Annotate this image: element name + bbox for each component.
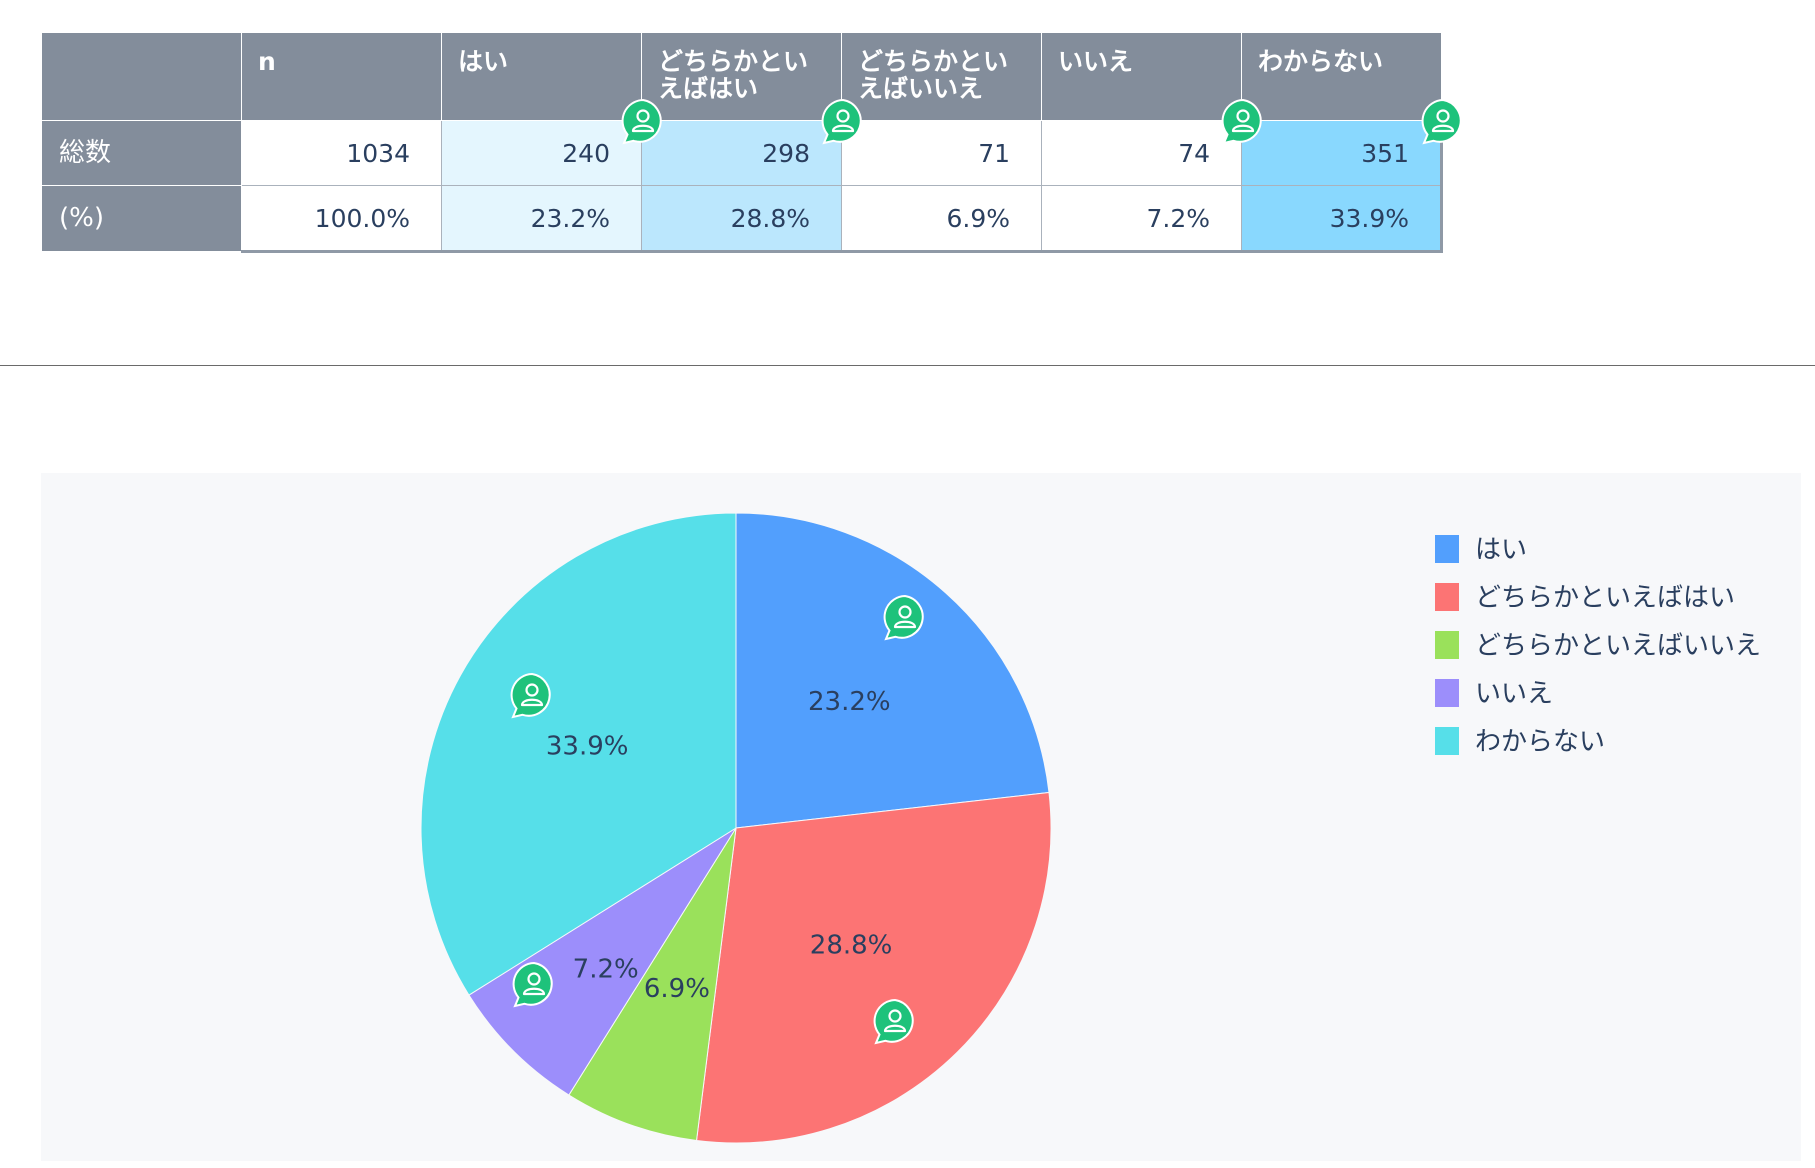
- row-label-total: 総数: [41, 120, 242, 186]
- header-no: いいえ: [1041, 33, 1242, 121]
- person-chat-icon[interactable]: [510, 961, 558, 1009]
- cell-total-rather-yes: 298: [641, 120, 842, 186]
- pie-slice-4[interactable]: [468, 827, 737, 1096]
- pie-chart: 23.2% 28.8% 6.9%7.2% 33.9% はいどちらかといえばはいどちらか…: [420, 512, 1761, 1144]
- person-chat-icon[interactable]: [819, 98, 867, 146]
- pie-slice-label-1: 23.2%: [808, 687, 891, 717]
- crosstab-table-container: n はい どちらかとい えばはい どちらかとい えばいいえ いいえ わからない …: [41, 33, 1443, 253]
- cell-total-dont-know: 351: [1241, 120, 1443, 186]
- cell-percent-rather-yes: 28.8%: [641, 185, 842, 253]
- legend-label-1[interactable]: はい: [1475, 535, 1527, 565]
- table-corner-cell: [41, 33, 242, 121]
- legend-label-2[interactable]: どちらかといえばはい: [1475, 583, 1735, 613]
- pie-slice-2[interactable]: [695, 791, 1052, 1144]
- legend-swatch-5[interactable]: [1435, 727, 1459, 755]
- section-divider: [0, 365, 1815, 366]
- cell-total-no: 74: [1041, 120, 1242, 186]
- person-chat-icon[interactable]: [508, 672, 556, 720]
- row-label-percent: (%): [41, 185, 242, 252]
- header-rather-no: どちらかとい えばいいえ: [841, 33, 1042, 121]
- cell-percent-dont-know: 33.9%: [1241, 185, 1443, 253]
- cell-total-yes: 240: [441, 120, 642, 186]
- legend-swatch-2[interactable]: [1435, 583, 1459, 611]
- cell-total-n: 1034: [241, 120, 442, 186]
- legend-label-5[interactable]: わからない: [1475, 727, 1605, 757]
- header-n: n: [241, 33, 442, 121]
- table-header-row: n はい どちらかとい えばはい どちらかとい えばいいえ いいえ わからない: [41, 33, 1442, 121]
- crosstab-table: n はい どちらかとい えばはい どちらかとい えばいいえ いいえ わからない …: [41, 33, 1443, 253]
- pie-slice-labels: 23.2% 28.8% 6.9%7.2% 33.9%: [546, 687, 893, 1004]
- pie-slices: [420, 512, 1052, 1144]
- cell-percent-rather-no: 6.9%: [841, 185, 1042, 253]
- pie-slice-label-4: 7.2%: [573, 954, 639, 984]
- table-row-total: 総数 1034 240 298 71 74 351: [41, 120, 1443, 186]
- person-chat-icon[interactable]: [881, 594, 929, 642]
- person-chat-icon[interactable]: [619, 98, 667, 146]
- legend-label-4[interactable]: いいえ: [1475, 679, 1553, 709]
- cell-percent-no: 7.2%: [1041, 185, 1242, 253]
- legend-swatch-1[interactable]: [1435, 535, 1459, 563]
- header-yes: はい: [441, 33, 642, 121]
- pie-slice-label-5: 33.9%: [546, 732, 629, 762]
- cell-percent-yes: 23.2%: [441, 185, 642, 253]
- person-chat-icon[interactable]: [1219, 98, 1267, 146]
- pie-slice-5[interactable]: [420, 512, 737, 996]
- table-row-percent: (%) 100.0% 23.2% 28.8% 6.9% 7.2% 33.9%: [41, 185, 1443, 253]
- pie-slice-label-2: 28.8%: [810, 931, 893, 961]
- cell-percent-n: 100.0%: [241, 185, 442, 253]
- header-rather-yes: どちらかとい えばはい: [641, 33, 842, 121]
- legend-swatch-3[interactable]: [1435, 631, 1459, 659]
- pie-slice-3[interactable]: [568, 827, 737, 1142]
- legend-label-3[interactable]: どちらかといえばいいえ: [1475, 631, 1761, 661]
- header-dont-know: わからない: [1241, 33, 1442, 121]
- person-chat-icon[interactable]: [871, 998, 919, 1046]
- legend-swatch-4[interactable]: [1435, 679, 1459, 707]
- pie-slice-1[interactable]: [735, 512, 1050, 829]
- pie-chart-panel: 23.2% 28.8% 6.9% 7.2% 33.9% はいどちらかといえばはい どちらか…: [41, 473, 1801, 1161]
- cell-total-rather-no: 71: [841, 120, 1042, 186]
- person-chat-icon[interactable]: [1419, 98, 1467, 146]
- pie-slice-label-3: 6.9%: [644, 974, 710, 1004]
